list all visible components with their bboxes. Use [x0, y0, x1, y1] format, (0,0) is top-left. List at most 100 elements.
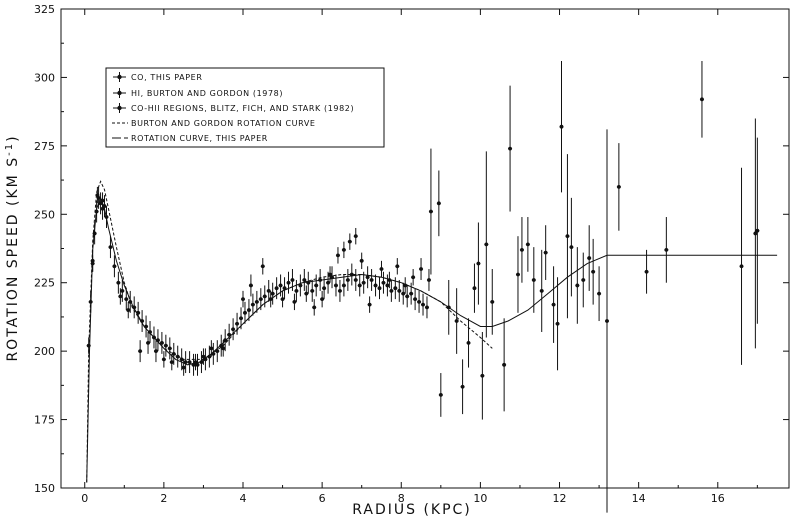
data-point [424, 296, 429, 319]
data-point [292, 293, 297, 311]
legend-entry-hi: HI, BURTON AND GORDON (1978) [113, 88, 282, 98]
data-point [163, 334, 168, 357]
data-point [369, 269, 374, 291]
data-point [235, 312, 240, 335]
data-point [403, 277, 408, 294]
data-point [379, 260, 384, 278]
data-point [361, 271, 366, 294]
y-tick-label: 150 [34, 482, 55, 495]
data-point [389, 279, 394, 302]
data-point [480, 331, 485, 420]
data-point [266, 279, 271, 302]
data-point [102, 195, 107, 218]
data-point [175, 345, 180, 368]
data-point [108, 236, 113, 259]
data-point [209, 340, 214, 357]
data-point [242, 301, 247, 324]
data-point [409, 282, 414, 305]
data-point [411, 269, 416, 286]
x-tick-label: 4 [240, 492, 247, 505]
data-point [179, 348, 184, 371]
legend-box [105, 67, 385, 148]
data-point [239, 307, 244, 330]
data-point [312, 299, 317, 316]
data-point [519, 217, 524, 283]
data-point [397, 279, 402, 302]
data-point [591, 238, 596, 305]
data-point [565, 154, 570, 319]
curves [86, 180, 778, 483]
data-point [436, 170, 441, 237]
data-point [92, 222, 97, 245]
x-tick-label: 0 [81, 492, 88, 505]
data-point [132, 296, 137, 319]
data-point [140, 310, 145, 332]
data-point [337, 279, 342, 302]
data-point [349, 263, 354, 286]
data-point [144, 315, 149, 338]
data-point [367, 296, 372, 313]
data-point [100, 192, 105, 209]
data-point [306, 271, 311, 294]
data-point [353, 269, 358, 291]
data-point [159, 331, 164, 354]
x-tick-label: 10 [473, 492, 487, 505]
data-point [417, 290, 422, 313]
data-point [193, 353, 198, 371]
data-point [199, 351, 204, 374]
data-point [341, 274, 346, 297]
data-point [203, 348, 208, 371]
data-point [543, 225, 548, 280]
y-axis-label-main: ROTATION SPEED (KM S [5, 156, 21, 362]
data-point [551, 266, 556, 343]
data-point [302, 269, 307, 291]
data-point [270, 282, 275, 305]
data-point [419, 258, 424, 280]
data-point [278, 274, 283, 297]
data-point [290, 269, 295, 291]
y-tick-label: 275 [34, 140, 55, 153]
data-point [207, 345, 212, 368]
y-axis-label-close: ) [5, 134, 21, 141]
data-point [502, 318, 507, 412]
data-point [138, 340, 143, 363]
x-tick-label: 12 [553, 492, 567, 505]
data-point [310, 279, 315, 302]
data-point [335, 247, 340, 264]
data-point [260, 258, 265, 275]
data-point [153, 340, 158, 363]
data-point [569, 197, 574, 297]
data-point [575, 247, 580, 324]
data-point [250, 293, 255, 316]
data-point [405, 285, 410, 308]
data-point [104, 206, 109, 228]
data-point [326, 271, 331, 294]
data-point [95, 186, 100, 204]
y-axis-label-sup: -1 [4, 142, 15, 156]
x-tick-label: 2 [160, 492, 167, 505]
y-axis-label: ROTATION SPEED (KM S-1) [4, 134, 21, 361]
x-tick-label: 8 [398, 492, 405, 505]
data-point [616, 143, 621, 231]
data-point [314, 274, 319, 297]
burton-gordon-rotation-curve [86, 180, 493, 483]
y-tick-label: 175 [34, 414, 55, 427]
data-point [274, 277, 279, 300]
legend-label-rotation-curve: ROTATION CURVE, THIS PAPER [131, 134, 268, 143]
data-point [183, 351, 188, 374]
y-tick-label: 300 [34, 71, 55, 84]
data-point [298, 274, 303, 297]
y-tick-label: 200 [34, 345, 55, 358]
y-tick-label: 325 [34, 3, 55, 16]
data-point [597, 266, 602, 322]
data-point [330, 266, 335, 289]
data-point [318, 269, 323, 291]
data-point [341, 241, 346, 259]
data-point [136, 301, 141, 324]
data-point [146, 331, 151, 354]
data-point [413, 288, 418, 311]
data-point [466, 318, 471, 368]
data-point [385, 274, 390, 297]
data-point [124, 288, 129, 311]
data-point [148, 321, 153, 343]
